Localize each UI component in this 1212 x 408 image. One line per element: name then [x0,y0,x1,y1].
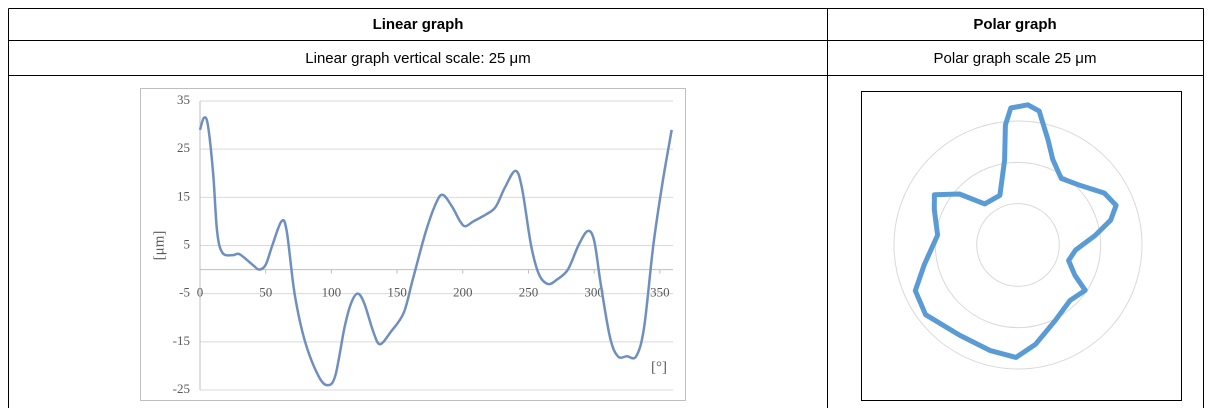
chart-frame [140,88,686,401]
grid-ring [934,161,1102,329]
y-tick-label: -25 [173,381,190,396]
x-tick-label: 350 [650,285,670,300]
polar-chart [893,102,1143,370]
chart-frame [861,91,1182,401]
x-tick-label: 150 [387,285,407,300]
y-tick-label: -15 [173,333,190,348]
y-tick-label: 35 [177,92,190,107]
caption: Polar graph scale 25 μm [934,50,1097,67]
table-grid [8,8,1204,408]
polar-profile [912,102,1119,360]
grid-ring [976,203,1060,287]
y-axis-label: [μm] [151,231,167,261]
x-tick-label: 100 [322,285,342,300]
y-tick-label: 5 [184,236,191,251]
x-axis-label: [°] [651,359,667,375]
y-tick-label: 25 [177,140,190,155]
x-tick-label: 50 [259,285,272,300]
grid-ring [893,120,1143,370]
x-tick-label: 250 [519,285,539,300]
x-tick-label: 200 [453,285,473,300]
column-header: Polar graph [973,16,1056,33]
y-tick-label: 15 [177,188,190,203]
column-header: Linear graph [373,16,464,33]
x-tick-label: 0 [197,285,204,300]
y-tick-label: -5 [179,285,190,300]
linear-chart: 35 25 15 5 -5 -15 -25 0 50 100 150 200 250 300 350 [μm]… [151,92,673,396]
x-tick-label: 300 [584,285,604,300]
data-line [198,116,673,387]
caption: Linear graph vertical scale: 25 μm [305,50,530,67]
